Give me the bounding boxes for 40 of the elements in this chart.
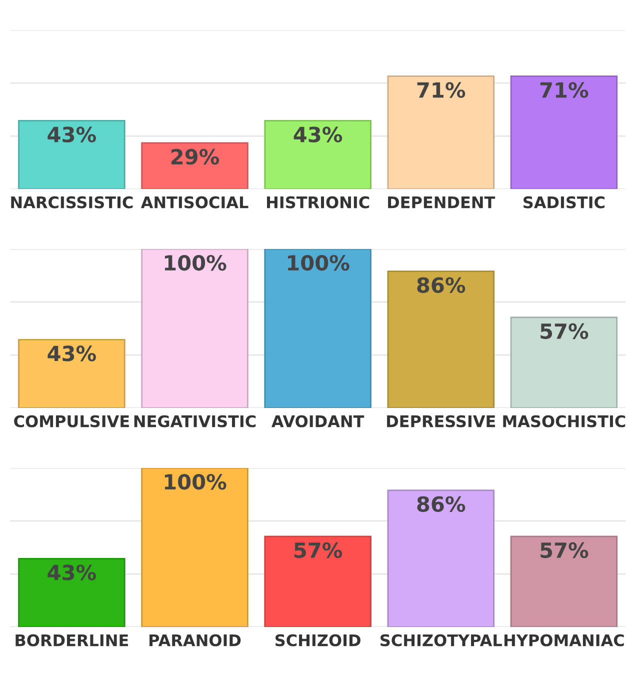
data-label: 71% (540, 82, 588, 98)
data-label: 43% (48, 126, 96, 142)
x-tick-label: BORDERLINE (16, 634, 128, 646)
data-label: 57% (540, 323, 588, 340)
bar (141, 249, 248, 408)
data-label: 100% (164, 254, 226, 271)
x-tick-label: PARANOID (150, 634, 241, 646)
data-label: 71% (417, 82, 466, 98)
bar (264, 249, 372, 408)
x-tick-label: SCHIZOID (276, 634, 360, 646)
bar (264, 536, 372, 628)
x-tick-label: SCHIZOTYPAL (380, 634, 502, 646)
x-tick-label: NARCISSISTIC (11, 196, 133, 208)
data-label: 43% (48, 564, 96, 580)
x-tick-label: AVOIDANT (272, 415, 364, 428)
x-tick-label: NEGATIVISTIC (134, 415, 256, 428)
x-tick-label: DEPRESSIVE (387, 415, 496, 428)
data-label: 57% (294, 542, 342, 558)
data-label: 86% (417, 277, 466, 293)
data-label: 100% (164, 474, 226, 490)
x-tick-label: MASOCHISTIC (503, 415, 626, 428)
data-label: 43% (294, 126, 342, 142)
x-tick-label: COMPULSIVE (14, 415, 129, 428)
data-label: 100% (288, 254, 350, 271)
bar (141, 468, 248, 628)
x-tick-label: SADISTIC (524, 196, 604, 208)
data-label: 29% (171, 148, 220, 165)
data-label: 43% (48, 346, 96, 362)
bar (510, 536, 618, 628)
bar (510, 316, 618, 408)
bar (387, 270, 494, 408)
x-tick-label: DEPENDENT (388, 196, 496, 208)
x-tick-label: ANTISOCIAL (140, 196, 248, 208)
data-label: 86% (417, 496, 466, 512)
bar (18, 338, 126, 408)
x-tick-label: HYPOMANIAC (504, 634, 624, 646)
bar (387, 490, 494, 628)
x-tick-label: HISTRIONIC (267, 196, 370, 208)
data-label: 57% (540, 542, 588, 558)
bar (18, 558, 126, 628)
